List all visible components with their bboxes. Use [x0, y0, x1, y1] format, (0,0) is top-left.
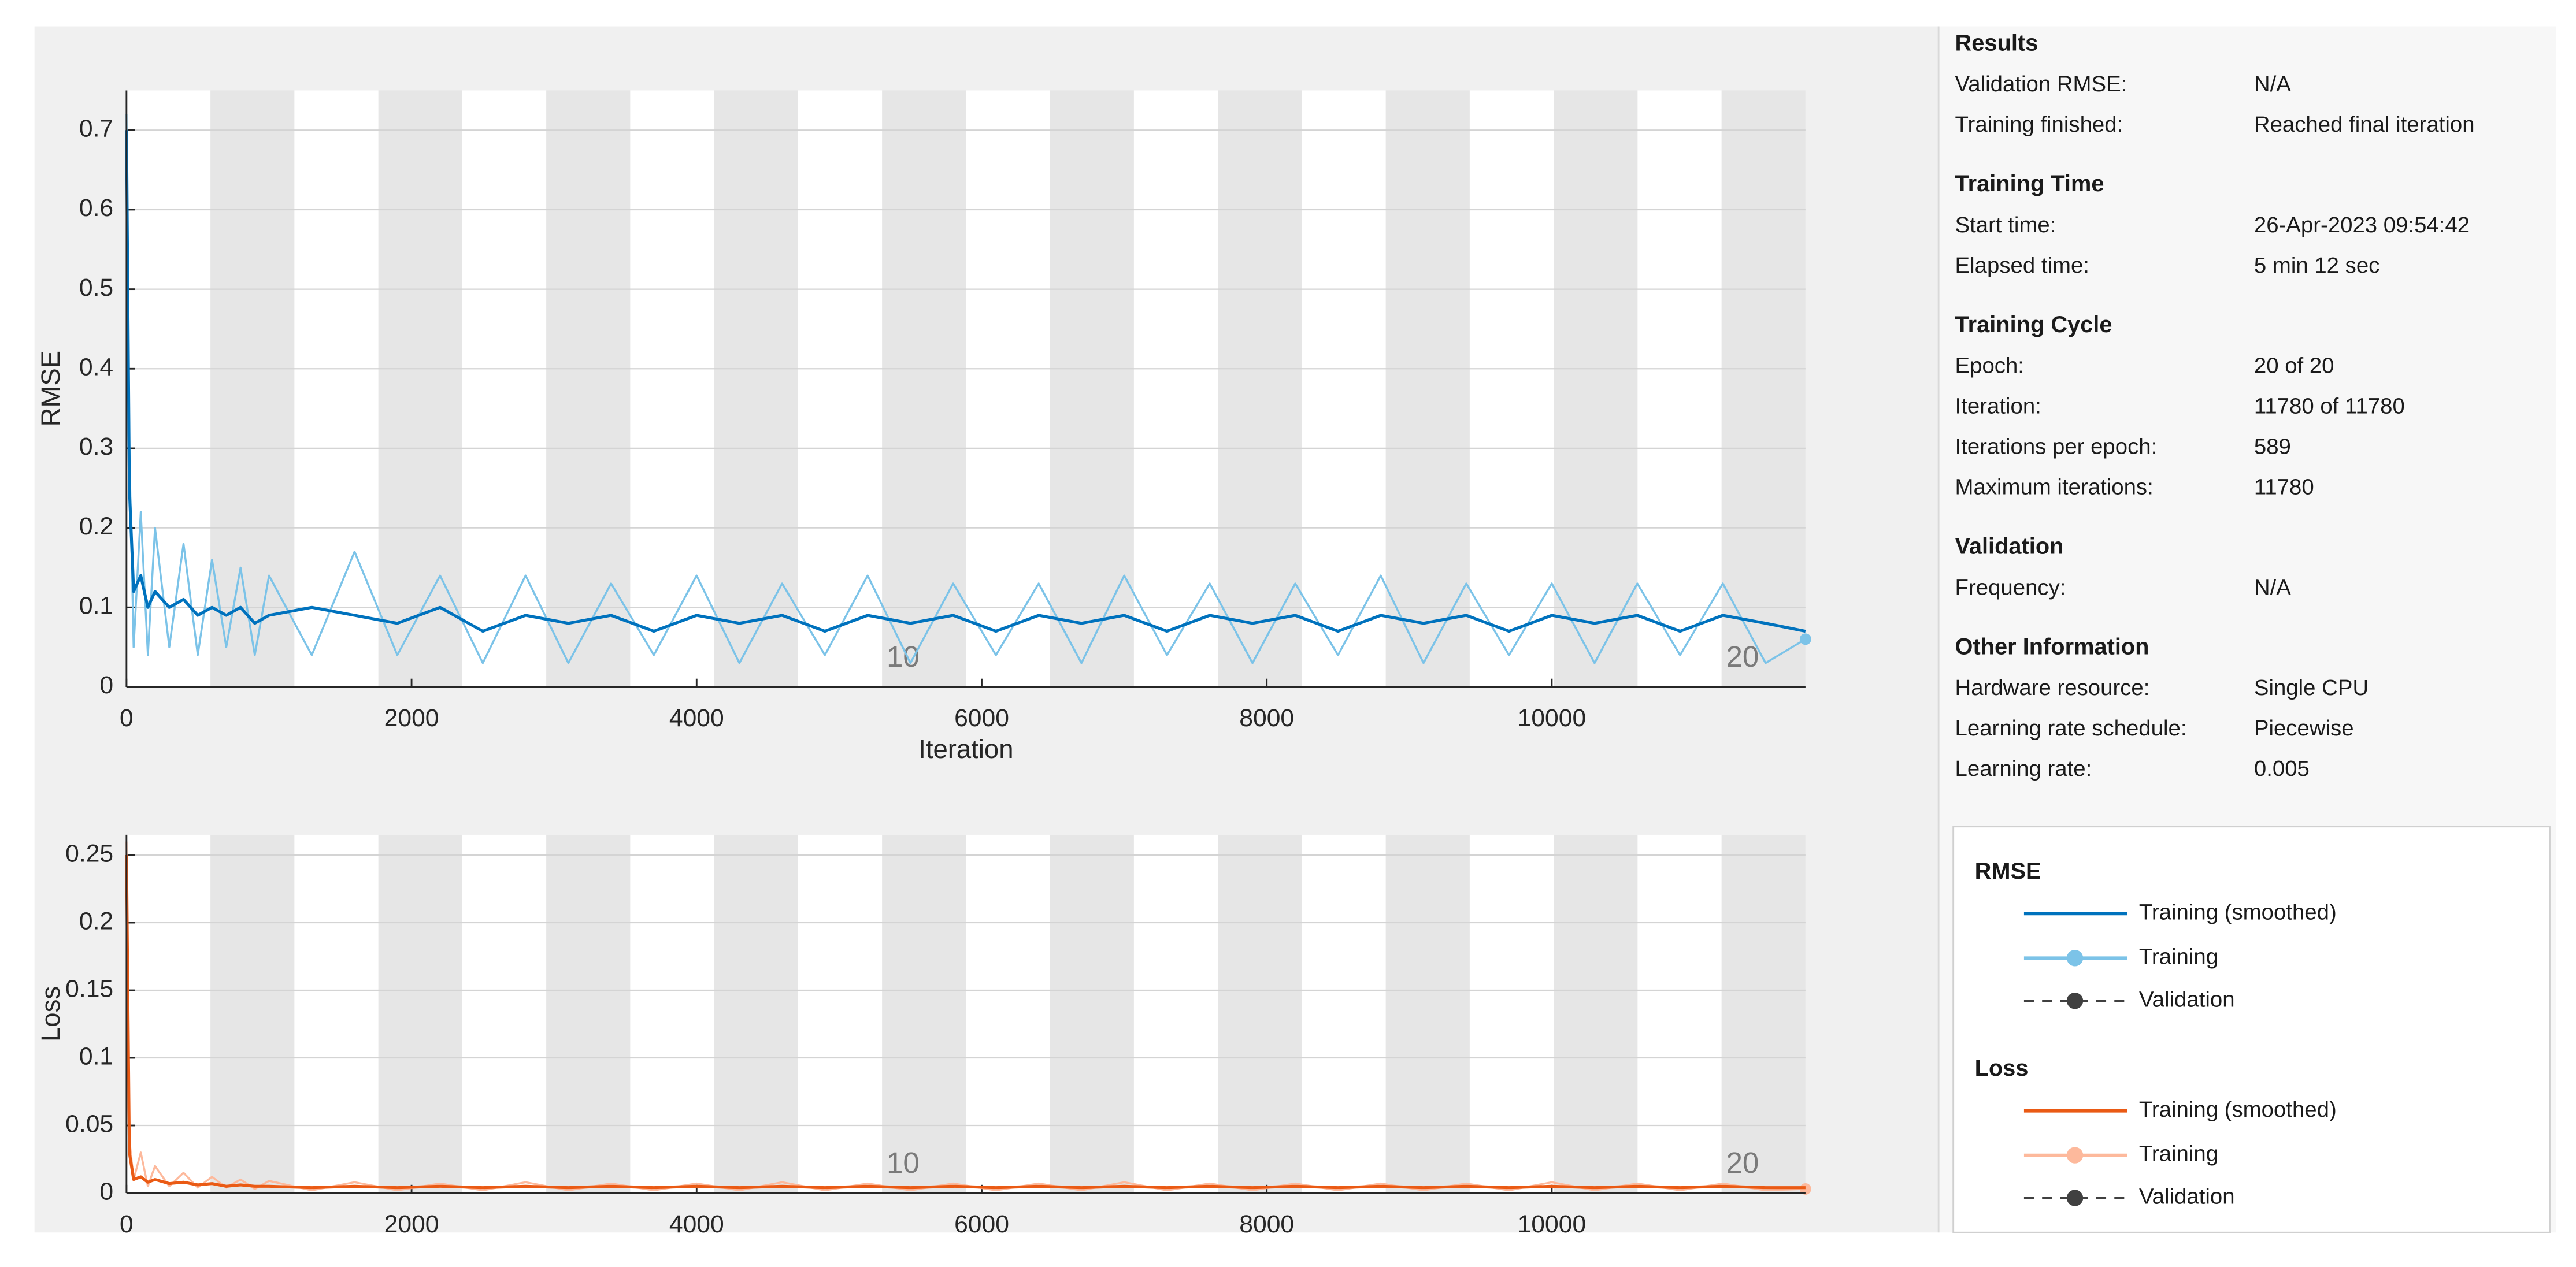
epoch-band	[714, 834, 798, 1194]
y-tick-label: 0.05	[65, 1110, 113, 1138]
epoch-band	[882, 834, 966, 1194]
info-label: Iterations per epoch:	[1955, 434, 2158, 459]
info-label: Elapsed time:	[1955, 253, 2089, 278]
info-value: Single CPU	[2254, 675, 2369, 700]
epoch-band	[1385, 90, 1470, 687]
legend-label: Training (smoothed)	[2139, 1097, 2337, 1122]
info-value: 11780	[2254, 474, 2314, 499]
legend-marker	[2066, 992, 2084, 1009]
epoch-band	[1721, 90, 1806, 687]
info-value: 5 min 12 sec	[2254, 253, 2380, 278]
epoch-band	[714, 90, 798, 687]
epoch-label: 20	[1726, 1146, 1759, 1179]
y-axis-label: RMSE	[36, 351, 65, 426]
epoch-band	[1050, 834, 1134, 1194]
info-label: Iteration:	[1955, 394, 2041, 419]
y-tick-label: 0.7	[79, 115, 113, 143]
y-tick-label: 0	[99, 671, 113, 699]
section-title: Validation	[1955, 534, 2064, 559]
y-tick-label: 0.3	[79, 433, 113, 460]
info-label: Learning rate schedule:	[1955, 716, 2187, 741]
legend-label: Training	[2139, 944, 2218, 969]
info-value: N/A	[2254, 575, 2291, 600]
info-value: 26-Apr-2023 09:54:42	[2254, 213, 2470, 237]
epoch-band	[546, 90, 631, 687]
epoch-band	[1385, 834, 1470, 1194]
x-tick-label: 2000	[384, 704, 439, 732]
last-point	[1799, 633, 1811, 645]
epoch-band	[1554, 90, 1638, 687]
info-value: N/A	[2254, 72, 2291, 96]
info-value: 0.005	[2254, 756, 2310, 781]
x-tick-label: 10000	[1518, 704, 1587, 732]
info-label: Start time:	[1955, 213, 2056, 237]
epoch-band	[546, 834, 631, 1194]
y-tick-label: 0.1	[79, 1042, 113, 1070]
info-value: Piecewise	[2254, 716, 2354, 741]
y-tick-label: 0.15	[65, 975, 113, 1002]
section-title: Results	[1955, 30, 2038, 55]
info-value: 11780 of 11780	[2254, 394, 2405, 419]
legend-title: RMSE	[1975, 859, 2041, 884]
x-tick-label: 4000	[669, 1210, 724, 1238]
y-tick-label: 0.4	[79, 354, 113, 381]
epoch-band	[1218, 834, 1302, 1194]
epoch-band	[1721, 834, 1806, 1194]
epoch-band	[1050, 90, 1134, 687]
y-tick-label: 0.2	[79, 907, 113, 935]
legend-label: Training	[2139, 1142, 2218, 1166]
info-value: 589	[2254, 434, 2291, 459]
epoch-band	[210, 834, 295, 1194]
y-tick-label: 0.5	[79, 274, 113, 302]
x-tick-label: 2000	[384, 1210, 439, 1238]
epoch-label: 10	[887, 1146, 920, 1179]
info-label: Frequency:	[1955, 575, 2066, 600]
x-tick-label: 10000	[1518, 1210, 1587, 1238]
x-tick-label: 8000	[1239, 704, 1294, 732]
legend-label: Validation	[2139, 1184, 2235, 1209]
x-tick-label: 8000	[1239, 1210, 1294, 1238]
y-tick-label: 0.6	[79, 194, 113, 222]
series-line	[125, 130, 1806, 633]
y-tick-label: 0.1	[79, 592, 113, 620]
info-label: Learning rate:	[1955, 756, 2092, 781]
epoch-band	[378, 90, 462, 687]
x-tick-label: 0	[120, 1210, 134, 1238]
y-tick-label: 0.25	[65, 839, 113, 867]
x-tick-label: 4000	[669, 704, 724, 732]
x-tick-label: 0	[120, 704, 134, 732]
info-label: Validation RMSE:	[1955, 72, 2127, 96]
info-value: Reached final iteration	[2254, 112, 2475, 137]
info-label: Epoch:	[1955, 354, 2024, 378]
y-axis-label: Loss	[36, 986, 65, 1042]
epoch-band	[378, 834, 462, 1194]
series-line	[125, 855, 1806, 1190]
info-value: 20 of 20	[2254, 354, 2334, 378]
epoch-band	[1218, 90, 1302, 687]
legend-label: Training (smoothed)	[2139, 900, 2337, 925]
legend-title: Loss	[1975, 1056, 2029, 1081]
epoch-band	[882, 90, 966, 687]
legend-box	[1952, 826, 2551, 1233]
x-tick-label: 6000	[954, 704, 1009, 732]
info-label: Hardware resource:	[1955, 675, 2150, 700]
info-label: Training finished:	[1955, 112, 2123, 137]
x-axis-label: Iteration	[918, 734, 1013, 764]
legend-marker	[2066, 1147, 2084, 1164]
legend-marker	[2066, 950, 2084, 967]
x-tick-label: 6000	[954, 1210, 1009, 1238]
section-title: Other Information	[1955, 634, 2149, 659]
epoch-label: 20	[1726, 640, 1759, 673]
section-title: Training Time	[1955, 171, 2104, 196]
section-title: Training Cycle	[1955, 312, 2112, 337]
epoch-band	[210, 90, 295, 687]
series-line	[125, 114, 1806, 664]
legend-label: Validation	[2139, 987, 2235, 1012]
y-tick-label: 0.2	[79, 512, 113, 540]
y-tick-label: 0	[99, 1177, 113, 1205]
epoch-band	[1554, 834, 1638, 1194]
info-label: Maximum iterations:	[1955, 474, 2154, 499]
legend-marker	[2066, 1190, 2084, 1206]
